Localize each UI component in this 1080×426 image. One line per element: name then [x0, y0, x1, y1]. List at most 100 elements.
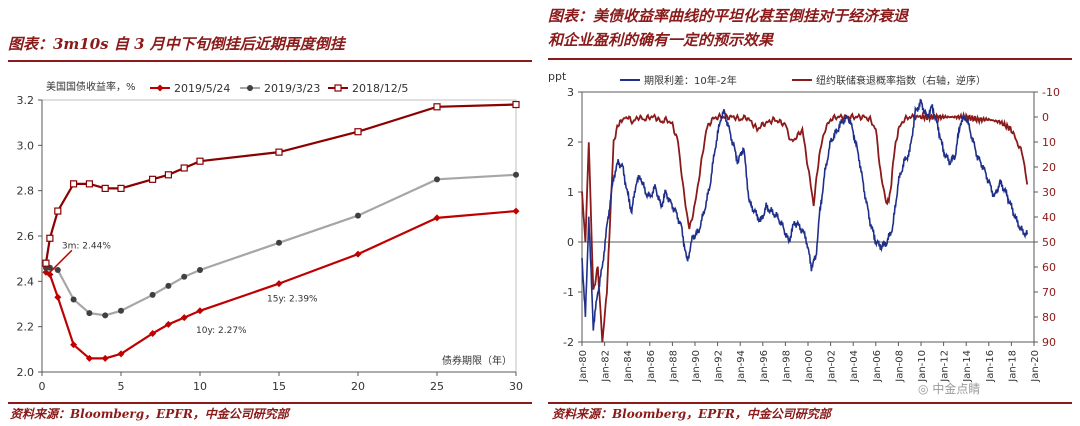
data-point [54, 207, 62, 215]
data-point [197, 267, 203, 273]
right-y-tick-label: 40 [1042, 211, 1056, 224]
legend-label: 2018/12/5 [352, 82, 408, 95]
right-source-note: 资料来源：Bloomberg，EPFR，中金公司研究部 [552, 407, 831, 421]
data-point [434, 176, 440, 183]
legend-item-2: 2018/12/5 [328, 82, 408, 95]
annotation-label: 15y: 2.39% [267, 295, 318, 305]
left-y-tick-label: 0 [567, 236, 574, 249]
x-tick-label: Jan-02 [827, 350, 838, 383]
data-point [117, 184, 125, 193]
data-point [275, 148, 283, 156]
left-chart-title: 图表：3m10s 自 3 月中下旬倒挂后近期再度倒挂 [8, 35, 345, 53]
right-chart-title-line1: 图表：美债收益率曲线的平坦化甚至倒挂对于经济衰退 [548, 7, 909, 25]
right-y-tick-label: 20 [1042, 161, 1056, 174]
annotation-label: 3m: 2.44% [62, 241, 111, 251]
recession-probability-line [581, 111, 1029, 343]
data-point [513, 171, 519, 178]
data-point [46, 271, 54, 279]
wechat-icon: ◎ [918, 382, 929, 396]
x-tick-label: Jan-20 [1030, 350, 1041, 383]
data-point [149, 329, 157, 337]
left-source-rule [8, 402, 532, 404]
right-y-tick-label: 90 [1042, 336, 1056, 349]
right-y-tick-label: 30 [1042, 186, 1056, 199]
data-point [46, 234, 54, 242]
x-tick-label: 30 [509, 380, 523, 393]
data-point [54, 267, 61, 273]
legend-item-0: 2019/5/24 [150, 82, 230, 95]
legend-label: 期限利差：10年-2年 [644, 74, 737, 87]
x-tick-label: Jan-10 [917, 350, 928, 383]
data-point [512, 207, 520, 215]
y-axis-title: 美国国债收益率，% [46, 80, 136, 93]
y-tick-label: 2.4 [17, 275, 35, 288]
data-point [70, 341, 78, 349]
legend-marker [156, 84, 164, 92]
data-point [101, 184, 109, 193]
data-point [181, 273, 188, 280]
data-point [86, 310, 93, 317]
series-line-2 [44, 103, 517, 264]
legend-label: 2019/5/24 [174, 82, 230, 95]
left-y-axis-title: ppt [548, 70, 567, 83]
right-y-tick-label: 50 [1042, 236, 1056, 249]
x-tick-label: Jan-92 [714, 350, 725, 383]
data-point [355, 212, 361, 219]
x-tick-label: Jan-90 [691, 350, 702, 383]
y-tick-label: 2.8 [17, 185, 35, 198]
right-y-tick-label: -10 [1042, 86, 1060, 99]
data-point [433, 103, 441, 111]
y-tick-label: 3.0 [17, 139, 35, 152]
x-tick-label: Jan-08 [894, 350, 905, 383]
left-y-tick-label: -2 [563, 336, 574, 349]
x-tick-label: Jan-06 [872, 350, 883, 383]
data-point [164, 171, 172, 179]
data-point [70, 296, 77, 303]
right-y-tick-label: 60 [1042, 261, 1056, 274]
left-title-rule [8, 60, 532, 62]
left-yield-curve-chart: 2.0 2.2 2.4 2.6 2.8 3.0 3.2 0 5 10 15 20 25 30 美国国债收益率… [17, 80, 524, 393]
y-tick-label: 2.0 [17, 366, 35, 379]
legend-label: 纽约联储衰退概率指数（右轴，逆序） [816, 74, 986, 87]
left-y-tick-label: 2 [567, 136, 574, 149]
annotation-arrow [49, 249, 73, 273]
data-point [512, 100, 520, 109]
right-y-tick-label: 70 [1042, 286, 1056, 299]
data-point [85, 354, 93, 362]
x-tick-label: Jan-00 [804, 350, 815, 383]
data-point [101, 354, 109, 362]
data-point [354, 250, 362, 258]
left-y-tick-label: 1 [567, 186, 574, 199]
data-point [433, 214, 441, 222]
data-point [42, 259, 50, 267]
data-point [85, 180, 94, 188]
legend-item-1: 2019/3/23 [240, 82, 320, 95]
left-y-tick-label: 3 [567, 86, 574, 99]
x-tick-label: 25 [430, 380, 444, 393]
x-tick-label: Jan-94 [736, 350, 747, 383]
x-tick-label: Jan-98 [781, 350, 792, 383]
data-point [54, 293, 62, 301]
data-point [69, 180, 78, 188]
left-y-tick-label: -1 [563, 286, 574, 299]
legend-item-0: 期限利差：10年-2年 [620, 74, 737, 87]
x-tick-label: 15 [272, 380, 286, 393]
x-tick-label: Jan-80 [578, 350, 589, 383]
data-point [275, 280, 283, 288]
x-tick-label: Jan-84 [623, 350, 634, 383]
x-tick-label: Jan-12 [940, 350, 951, 383]
y-tick-label: 2.6 [17, 230, 35, 243]
x-tick-label: 5 [118, 380, 125, 393]
data-point [149, 175, 157, 183]
y-tick-label: 2.2 [17, 321, 35, 334]
watermark-logo: ◎ 中金点睛 [918, 380, 980, 397]
series-0 [42, 207, 520, 362]
x-tick-label: Jan-16 [985, 350, 996, 383]
legend-marker [334, 84, 342, 92]
x-tick-label: Jan-82 [601, 350, 612, 383]
data-point [165, 282, 172, 289]
left-source-note: 资料来源：Bloomberg，EPFR，中金公司研究部 [10, 407, 289, 421]
legend-label: 2019/3/23 [264, 82, 320, 95]
data-point [117, 350, 125, 358]
